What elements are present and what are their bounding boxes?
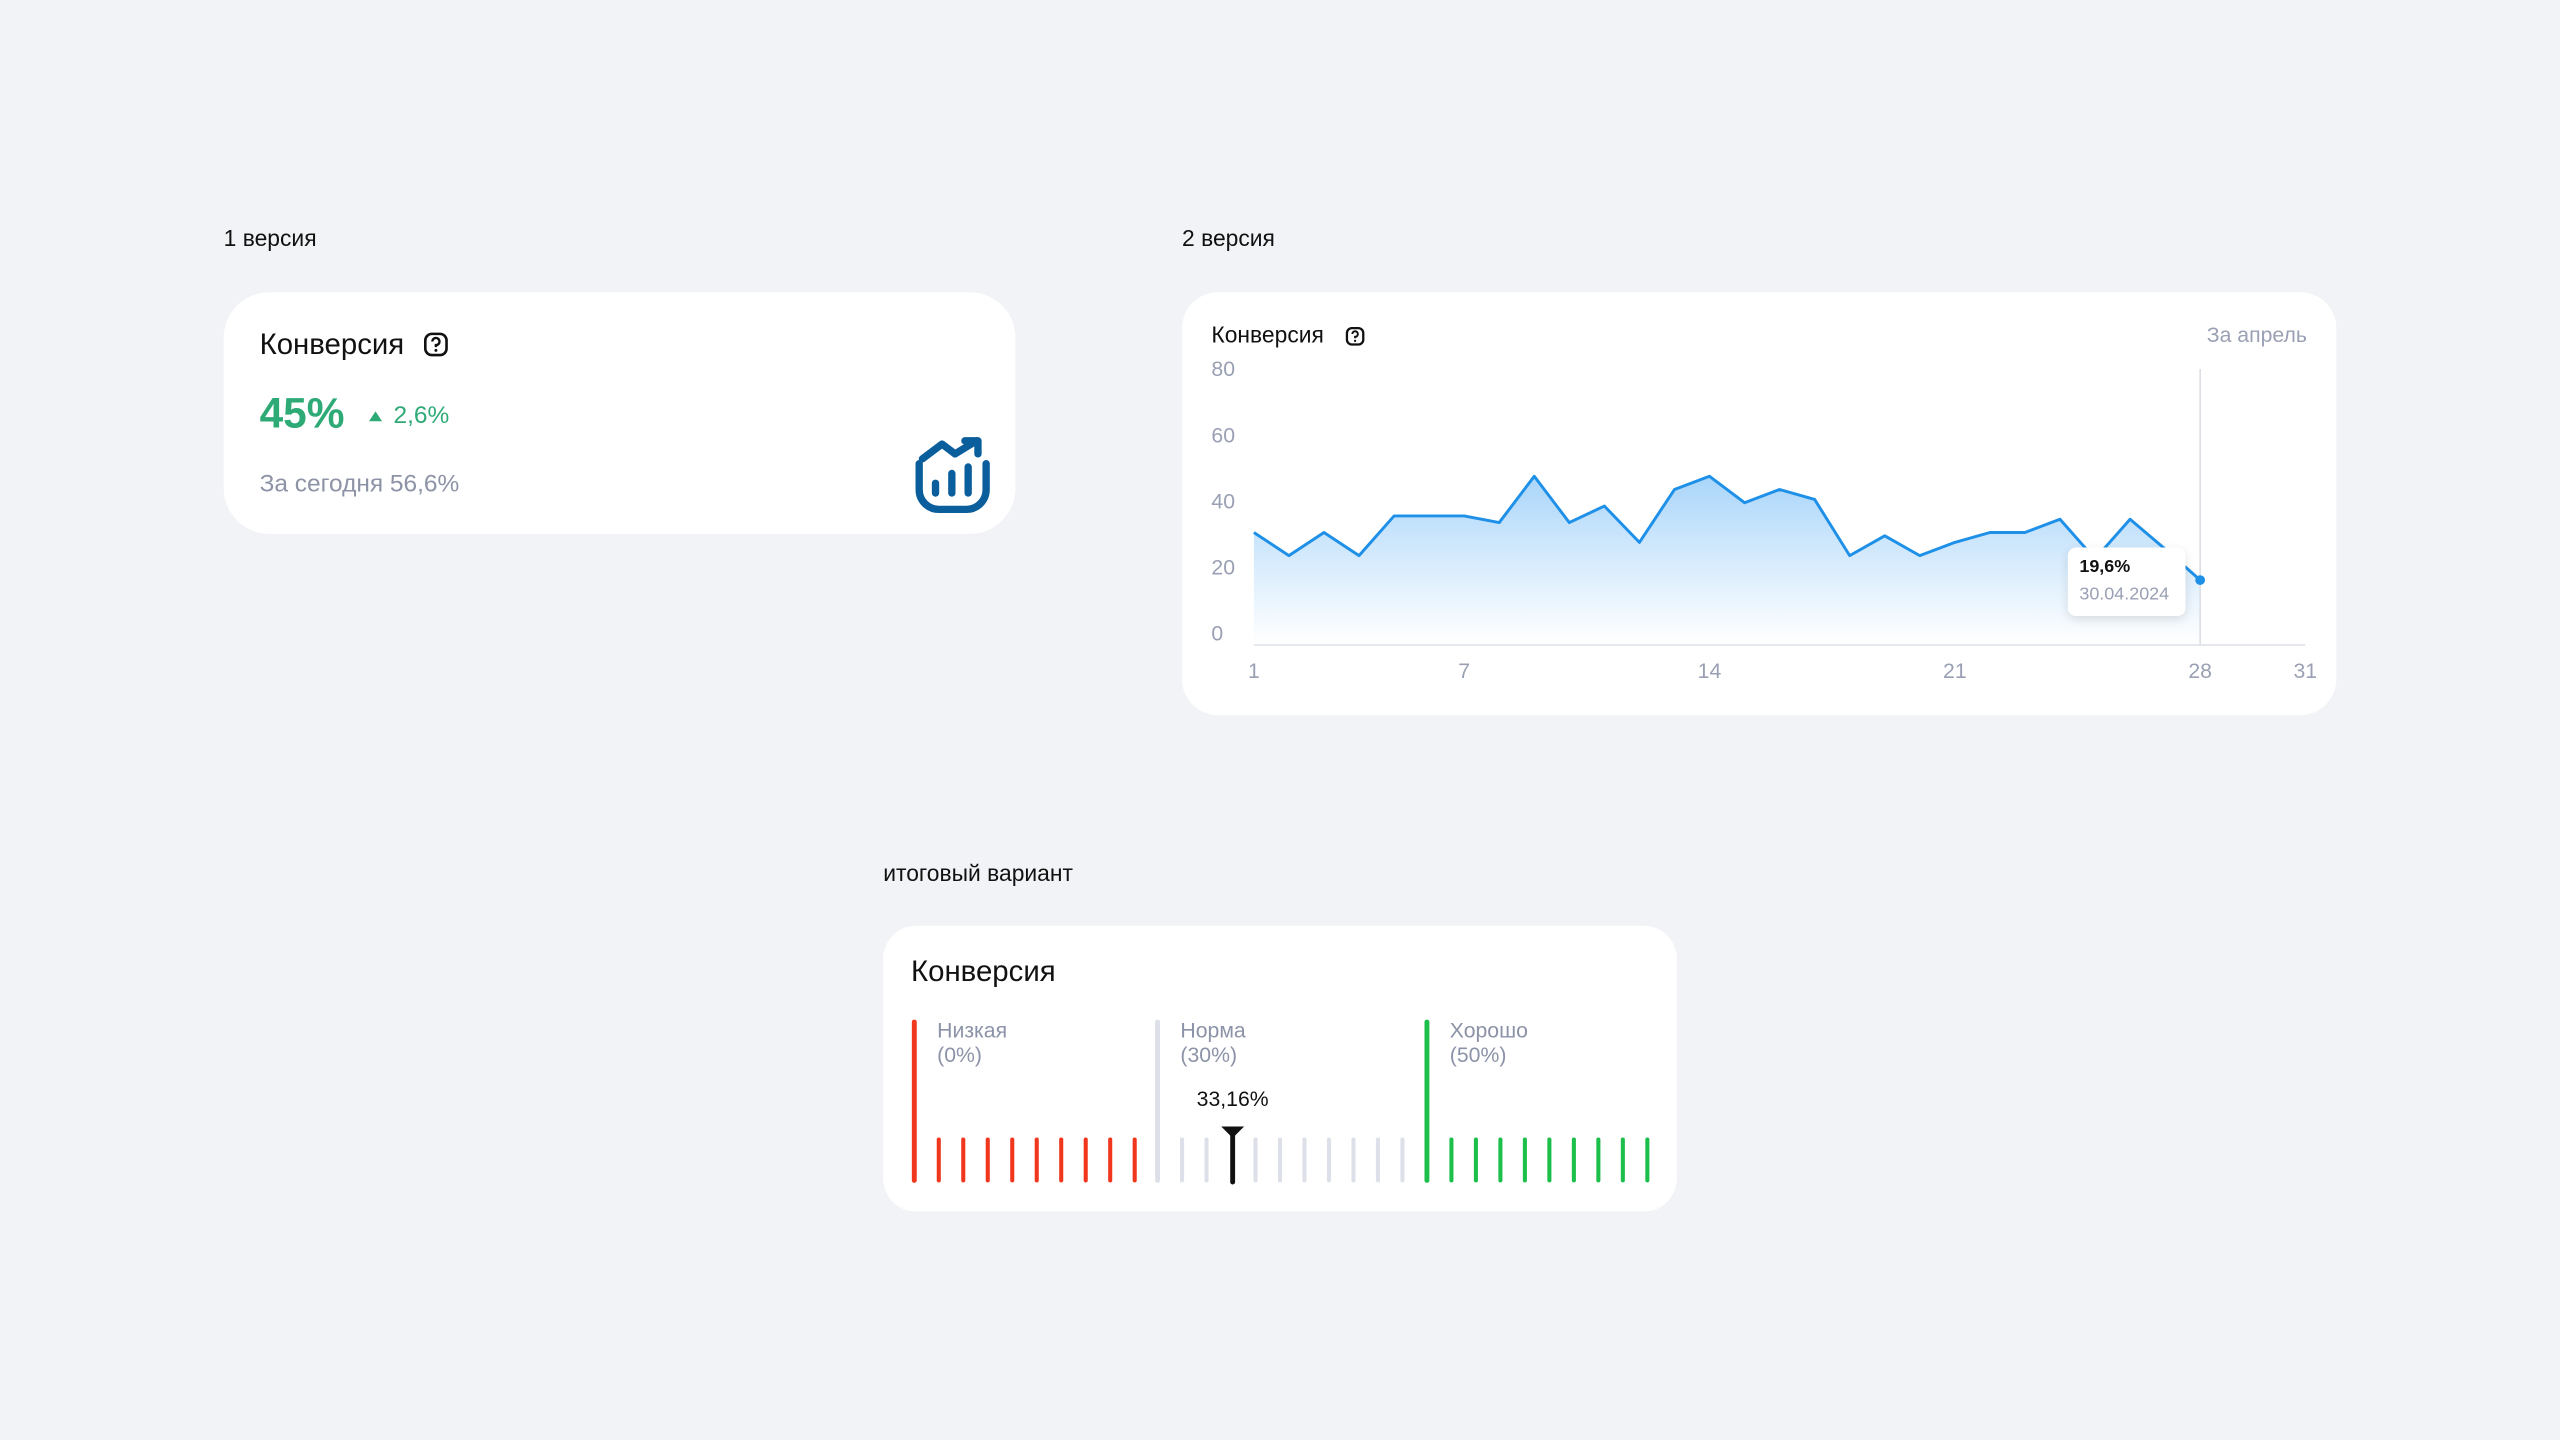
zone-threshold: (30%) bbox=[1180, 1044, 1237, 1067]
y-tick-label: 60 bbox=[1211, 424, 1235, 447]
kpi-today: За сегодня 56,6% bbox=[260, 470, 460, 497]
kpi-change: 2,6% bbox=[393, 402, 449, 429]
kpi-value: 45% bbox=[260, 390, 345, 437]
period-label: За апрель bbox=[2207, 324, 2307, 347]
y-tick-label: 40 bbox=[1211, 490, 1235, 513]
zone-threshold: (0%) bbox=[937, 1044, 982, 1067]
section-label: итоговый вариант bbox=[883, 860, 1073, 886]
zone-threshold: (50%) bbox=[1450, 1044, 1507, 1067]
y-tick-label: 0 bbox=[1211, 623, 1223, 646]
zone-name: Норма bbox=[1180, 1019, 1246, 1042]
zone-name: Хорошо bbox=[1450, 1019, 1528, 1042]
y-tick-label: 20 bbox=[1211, 557, 1235, 580]
chart: 0 20 40 60 80 1 7 14 21 28 31 19,6% 30.04.2024 bbox=[1211, 358, 2317, 683]
card-title: Конверсия bbox=[911, 955, 1056, 988]
tooltip-value: 19,6% bbox=[2079, 556, 2130, 576]
x-tick-label: 31 bbox=[2294, 660, 2318, 683]
card bbox=[883, 925, 1677, 1212]
chart-icon bbox=[915, 437, 990, 514]
line bbox=[1253, 474, 2202, 582]
tooltip bbox=[2067, 547, 2186, 617]
up-arrow bbox=[368, 411, 383, 422]
area bbox=[1253, 476, 2201, 645]
x-tick-label: 21 bbox=[1943, 660, 1967, 683]
section-label: 2 версия bbox=[1182, 225, 1275, 251]
x-tick-label: 14 bbox=[1698, 660, 1722, 683]
y-tick-label: 80 bbox=[1211, 358, 1235, 381]
tooltip-date: 30.04.2024 bbox=[2079, 584, 2169, 604]
help-icon bbox=[1345, 327, 1365, 346]
chart-title: Конверсия bbox=[1211, 321, 1323, 347]
gauge-value: 33,16% bbox=[1197, 1088, 1269, 1111]
x-tick-label: 1 bbox=[1248, 660, 1260, 683]
gauge-pointer bbox=[1221, 1126, 1245, 1185]
section-label: 1 версия bbox=[224, 225, 317, 251]
gauge: Низкая(0%) Норма(30%) Хорошо(50%) bbox=[911, 1019, 1650, 1183]
card-title: Конверсия bbox=[260, 328, 405, 361]
x-tick-label: 7 bbox=[1458, 660, 1470, 683]
help-icon bbox=[424, 332, 448, 357]
point bbox=[2195, 575, 2206, 585]
card bbox=[223, 292, 1016, 534]
x-tick-label: 28 bbox=[2188, 660, 2212, 683]
zone-name: Низкая bbox=[937, 1019, 1007, 1042]
